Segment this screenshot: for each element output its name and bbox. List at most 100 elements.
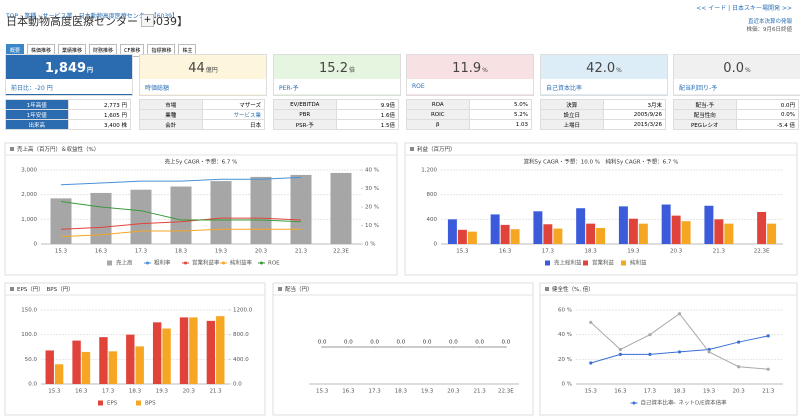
x-tick-label: 20.3 <box>255 249 268 255</box>
legend-dot <box>146 261 149 265</box>
breadcrumb-link[interactable]: 日本動物高度医療センター【6039】 <box>72 13 178 20</box>
kpi-number: 42.0 <box>586 61 616 76</box>
point <box>373 346 376 348</box>
table-row: β 1.03 <box>406 119 532 130</box>
line <box>60 200 302 223</box>
y-tick-label: 2,000 <box>21 192 37 198</box>
bar <box>661 204 671 244</box>
legend-label: 売上高 <box>116 259 133 267</box>
point <box>478 346 481 348</box>
y-tick-label: 400 <box>427 217 438 223</box>
point <box>589 361 593 365</box>
x-tick-label: 18.3 <box>585 249 598 255</box>
bar <box>108 351 118 384</box>
x-tick-label: 16.3 <box>95 249 108 255</box>
x-tick-label: 15.3 <box>456 249 469 255</box>
kpi-value: 1,849円 <box>6 61 132 76</box>
y-tick-label: 3,000 <box>21 168 37 174</box>
x-tick-label: 17.3 <box>102 389 115 395</box>
value-label: 0.0 <box>475 340 484 346</box>
bar <box>596 227 606 244</box>
kpi-number: 11.9 <box>452 61 482 76</box>
y2-tick-label: 30 % <box>365 186 379 192</box>
table-value: 日本 <box>201 119 265 130</box>
bar <box>500 224 510 244</box>
bar <box>704 205 714 244</box>
table-value: -5.4 倍 <box>735 119 799 130</box>
breadcrumb-link[interactable]: サービス業 <box>36 13 72 20</box>
x-tick-label: 17.3 <box>369 389 382 395</box>
legend-swatch <box>98 400 103 406</box>
line <box>60 228 301 238</box>
x-tick-label: 16.3 <box>75 389 88 395</box>
kpi-number: 15.2 <box>319 61 348 76</box>
x-tick-label: 15.3 <box>585 389 598 395</box>
y-tick-label: 20 % <box>558 357 572 363</box>
x-tick-label: 15.3 <box>48 389 61 395</box>
kpi-value: 42.0% <box>541 61 667 76</box>
legend-dot <box>632 401 636 405</box>
legend-swatch <box>107 260 112 266</box>
chart-title: 売上高（百万円）＆収益性（%） <box>17 145 99 153</box>
value-label: 0.0 <box>344 340 353 346</box>
bar <box>757 211 767 244</box>
panel <box>404 142 798 276</box>
y2-tick-label: 20 % <box>365 205 379 211</box>
bar <box>290 174 312 244</box>
legend-label: 純利益 <box>630 259 647 267</box>
legend-label: 売上総利益 <box>554 259 582 267</box>
nav-links[interactable]: << イード | 日本スキー場開発 >> <box>696 5 792 12</box>
y-tick-label: 60 % <box>558 308 572 314</box>
note[interactable]: 直近本決算の発報 <box>747 19 792 25</box>
x-tick-label: 22.3E <box>754 249 770 255</box>
panel <box>539 282 798 416</box>
kpi-value: 11.9% <box>407 61 533 76</box>
x-tick-label: 18.3 <box>673 389 686 395</box>
legend-label: 自己資本比率 <box>641 399 675 407</box>
point <box>589 320 593 324</box>
y-tick-label: 100.0 <box>21 332 37 338</box>
breadcrumb-link[interactable]: 業種 <box>18 13 36 20</box>
kpi-number: 1,849 <box>44 61 87 76</box>
value-label: 0.0 <box>370 340 379 346</box>
info-table: 配当-予 0.0円 配当性向 0.0% PEGレシオ -5.4 倍 <box>673 99 799 130</box>
bar <box>135 346 144 384</box>
point <box>648 333 652 337</box>
x-tick-label: 15.3 <box>55 249 68 255</box>
table-row: 会計 日本 <box>139 119 265 130</box>
y-tick-label: 0 % <box>562 382 572 388</box>
x-tick-label: 21.3 <box>713 249 726 255</box>
x-tick-label: 19.3 <box>421 389 434 395</box>
x-tick-label: 22.3E <box>333 249 349 255</box>
bar <box>628 218 638 244</box>
line <box>60 176 302 186</box>
legend-swatch <box>136 400 141 406</box>
y2-tick-label: 40 % <box>365 168 379 174</box>
kpi-unit: 億円 <box>205 67 218 74</box>
x-tick-label: 21.3 <box>209 389 222 395</box>
legend-label: BPS <box>145 401 156 407</box>
x-tick-label: 16.3 <box>342 389 355 395</box>
bar <box>45 350 54 384</box>
add-button[interactable]: + <box>141 14 154 27</box>
bar <box>671 215 681 244</box>
kpi-label: 前日比：-20 円 <box>6 79 132 94</box>
kpi-unit: % <box>616 67 622 74</box>
kpi-unit: % <box>744 67 751 74</box>
bar <box>54 364 64 384</box>
value-label: 0.0 <box>502 340 511 346</box>
bar <box>152 322 162 384</box>
point <box>321 346 323 348</box>
table-row: 出来高 3,400 株 <box>5 119 131 130</box>
y-tick-label: 150.0 <box>21 308 37 314</box>
info-table: 決算 3月末 設立日 2005/9/26 上場日 2015/3/26 <box>540 99 666 130</box>
bar <box>81 351 91 384</box>
x-tick-label: 20.3 <box>447 389 460 395</box>
value-label: 0.0 <box>423 340 432 346</box>
legend-swatch <box>583 260 588 266</box>
breadcrumb-link[interactable]: TOP <box>6 13 19 20</box>
bar <box>618 206 628 244</box>
bar <box>533 211 543 244</box>
kpi-value: 44億円 <box>140 61 266 76</box>
